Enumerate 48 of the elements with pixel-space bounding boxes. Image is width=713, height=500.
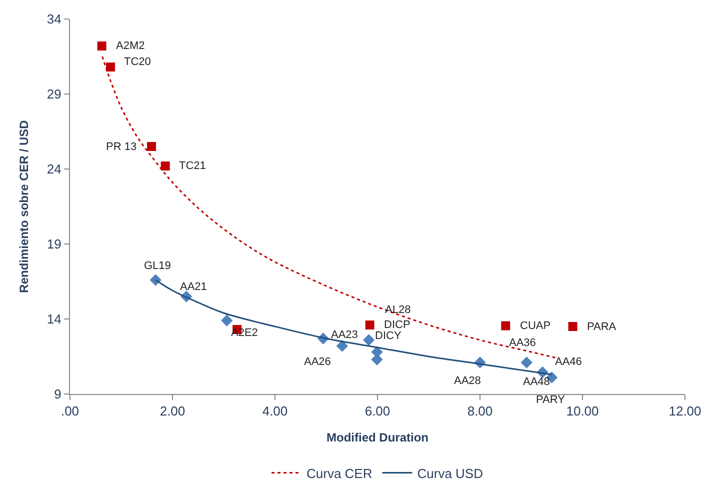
point	[520, 356, 532, 368]
annotation: AA46	[555, 356, 582, 368]
annotation: AA21	[180, 281, 207, 293]
y-tick-label: 19	[46, 236, 62, 252]
annotation: AA23	[331, 329, 358, 341]
line-series	[102, 56, 558, 359]
y-tick-label: 24	[46, 162, 62, 177]
annotation: AA48	[523, 376, 550, 388]
annotation: AA28	[454, 375, 481, 387]
annotation: PARA	[587, 321, 617, 333]
annotation: TC21	[179, 160, 206, 172]
point	[220, 314, 233, 326]
x-tick-label: 12.00	[668, 404, 702, 419]
x-tick-label: 10.00	[566, 404, 599, 419]
legend-label: Curva USD	[417, 466, 483, 481]
point	[365, 320, 374, 330]
annotation: AL28	[385, 304, 411, 316]
y-tick-label: 14	[46, 312, 62, 327]
annotation: DICY	[375, 330, 402, 342]
point	[146, 142, 156, 151]
annotation: PR 13	[106, 141, 137, 153]
point	[568, 322, 578, 331]
annotation: GL19	[144, 260, 171, 272]
y-axis-title: Rendimiento sobre CER / USD	[17, 120, 32, 293]
x-axis-title: Modified Duration	[326, 430, 428, 444]
x-tick-label: 8.00	[467, 404, 493, 419]
point	[501, 321, 510, 330]
annotation: CUAP	[520, 320, 551, 332]
annotation: DICP	[384, 319, 410, 331]
y-tick-label: 9	[54, 386, 62, 402]
x-tick-label: 6.00	[364, 404, 390, 419]
annotation: A2M2	[116, 40, 145, 52]
y-tick-label: 34	[46, 12, 62, 27]
point	[160, 162, 170, 170]
x-tick-label: 2.00	[160, 404, 186, 419]
annotation: AA36	[509, 337, 536, 349]
annotation: TC20	[124, 56, 151, 68]
x-tick-label: 4.00	[262, 404, 288, 419]
annotation: PARY	[536, 394, 566, 406]
point	[336, 340, 348, 352]
annotation: A2E2	[231, 327, 258, 339]
annotation: AA26	[304, 356, 331, 368]
point	[106, 62, 115, 72]
x-tick-label: .00	[60, 404, 80, 419]
legend-label: Curva CER	[306, 466, 372, 481]
point	[97, 42, 106, 50]
point	[362, 334, 375, 346]
y-tick-label: 29	[46, 86, 62, 102]
